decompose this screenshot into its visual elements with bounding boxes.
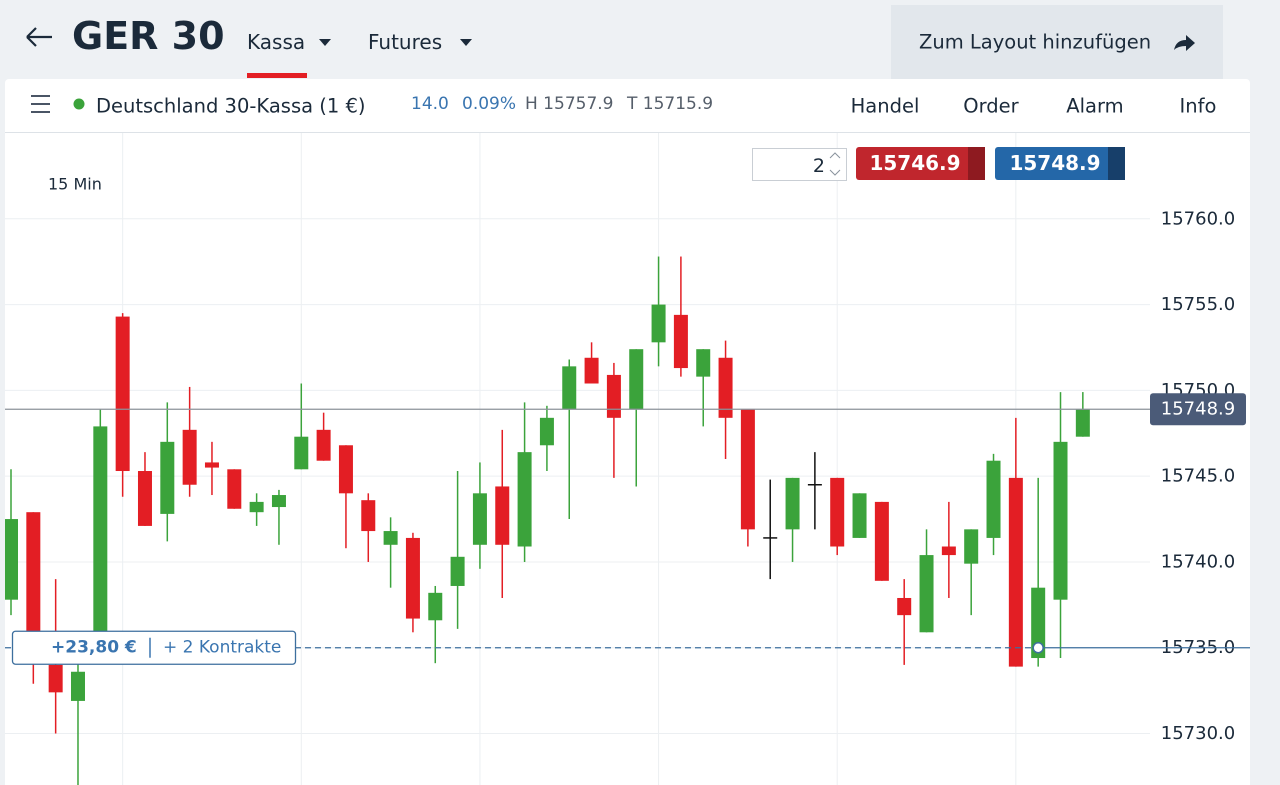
candle-body [1075,409,1090,437]
candle-body [606,374,621,418]
candle-body [361,500,376,532]
tab[interactable]: Kassa [247,30,305,54]
candle-body [897,597,912,616]
candle-body [204,462,219,468]
candle-body [249,501,264,513]
stepper[interactable] [829,152,841,176]
candle-body [294,436,309,470]
y-tick-label: 15745.0 [1161,466,1235,487]
button-label: Zum Layout hinzufügen [919,31,1151,54]
buy-button[interactable] [995,147,1125,180]
candle-body [472,493,487,545]
y-tick-label: 15740.0 [1161,551,1235,572]
last-price-label: 15748.9 [1161,399,1235,420]
candle-body [830,477,845,547]
sell-button-edge [968,147,985,180]
candle-body [1008,477,1023,667]
candle-body [517,452,532,547]
instrument-name: Deutschland 30-Kassa (1 €) [96,95,366,118]
candle-body [428,592,443,621]
candle-body [316,429,331,461]
change-percent: 0.09% [462,94,516,114]
back-arrow[interactable] [26,27,52,47]
candle-body [450,556,465,586]
candle-body [271,495,286,508]
plot-area [5,133,1150,785]
status-dot [73,98,85,110]
position-handle [1032,641,1044,654]
candle-body [919,555,934,633]
candle-body [26,512,41,650]
candle-body [941,546,956,556]
candle-body [227,469,242,509]
y-tick-label: 15730.0 [1161,723,1235,744]
candle-body [696,349,711,377]
layout-button[interactable] [891,5,1223,81]
change: 14.0 [411,94,449,114]
candle-body [115,316,130,472]
position-contracts: + 2 Kontrakte [163,638,281,658]
page-title: GER 30 [72,14,225,58]
y-tick-label: 15760.0 [1161,208,1235,229]
chart-card [5,79,1250,785]
overlay: 15730.015735.015740.015745.015750.015755… [5,208,1250,744]
quantity-box[interactable] [752,148,847,181]
candle-body [405,537,420,619]
menu-item[interactable]: Info [1180,95,1217,118]
interval-bg [40,168,116,200]
candle-body [986,460,1001,538]
candle-body [562,366,577,410]
share-icon [1174,35,1195,51]
high: H 15757.9 [525,94,614,114]
candle-body [48,664,63,693]
menu-item[interactable]: Order [963,95,1019,118]
last-price-tag [1150,393,1246,426]
candle-body [584,357,599,384]
candle-body [383,531,398,545]
candle-body [160,441,175,514]
candle-body [5,519,18,600]
buy-price: 15748.9 [1009,151,1100,175]
candle-body [651,304,666,343]
low: T 15715.9 [626,94,713,114]
candle-body [137,471,152,526]
buy-button-edge [1108,147,1125,180]
menu-icon[interactable] [31,95,50,113]
menu-item[interactable]: Handel [851,95,920,118]
candle-body [539,417,554,446]
position-tag[interactable] [11,630,297,665]
dropdown-icon [460,39,472,46]
tab[interactable]: Futures [368,30,442,54]
candle-body [852,493,867,538]
candle-body [718,357,733,418]
candle-body [1031,587,1046,659]
candle-body [338,445,353,494]
candle-body [629,349,644,410]
candle-body [964,529,979,564]
quantity: 2 [813,155,825,177]
dropdown-icon [319,39,331,46]
sell-button[interactable] [856,147,985,180]
candle-body [182,429,197,485]
menu-item[interactable]: Alarm [1066,95,1123,118]
candle-body [495,486,510,545]
candle-body [93,426,108,650]
candle-body [70,671,85,701]
tab-underline [247,73,307,78]
candle-body [740,409,755,530]
sell-price: 15746.9 [869,151,960,175]
candle-body [785,477,800,530]
y-tick-label: 15755.0 [1161,294,1235,315]
position-pnl: +23,80 € [51,638,137,658]
candle-body [673,314,688,369]
candle-body [874,501,889,581]
candle-body [1053,441,1068,600]
interval[interactable]: 15 Min [48,175,102,194]
